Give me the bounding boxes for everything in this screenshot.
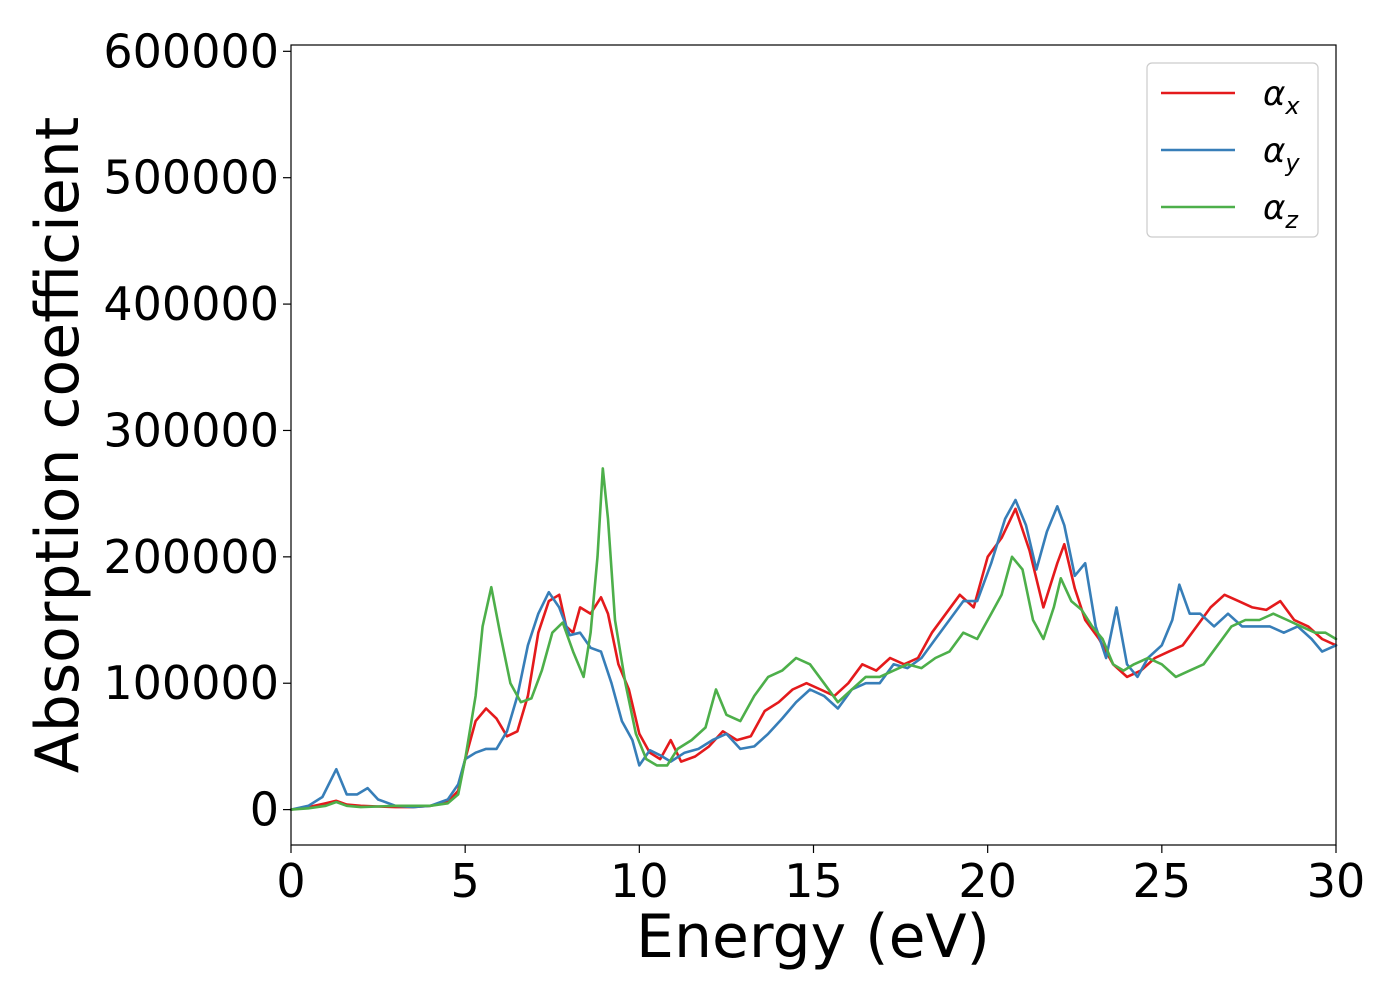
y-tick-label: 400000 bbox=[103, 277, 279, 331]
y-axis-title: Absorption coefficient bbox=[23, 117, 93, 774]
x-axis-title: Energy (eV) bbox=[636, 902, 990, 972]
y-tick-label: 100000 bbox=[103, 656, 279, 710]
series-layer bbox=[289, 467, 1338, 811]
x-tick-label: 0 bbox=[276, 854, 305, 908]
x-tick-label: 10 bbox=[610, 854, 669, 908]
legend-label-z: αz bbox=[1263, 188, 1299, 234]
y-tick-label: 200000 bbox=[103, 530, 279, 584]
series-line-x bbox=[289, 507, 1338, 811]
y-tick-label: 600000 bbox=[103, 24, 279, 78]
y-tick-label: 0 bbox=[250, 783, 279, 837]
legend-label-x: αx bbox=[1263, 74, 1300, 120]
x-tick-label: 25 bbox=[1133, 854, 1192, 908]
series-line-z bbox=[289, 467, 1338, 811]
y-axis: 0 100000 200000 300000 400000 500000 600000 bbox=[103, 24, 291, 837]
y-tick-label: 500000 bbox=[103, 151, 279, 205]
legend-label-y: αy bbox=[1263, 131, 1300, 177]
x-tick-label: 5 bbox=[451, 854, 480, 908]
x-tick-label: 20 bbox=[958, 854, 1017, 908]
y-tick-label: 300000 bbox=[103, 403, 279, 457]
legend: αx αy αz bbox=[1146, 62, 1319, 238]
x-axis: 0 5 10 15 20 25 30 bbox=[276, 845, 1365, 908]
series-line-y bbox=[289, 498, 1338, 811]
x-tick-label: 30 bbox=[1307, 854, 1366, 908]
x-tick-label: 15 bbox=[784, 854, 843, 908]
